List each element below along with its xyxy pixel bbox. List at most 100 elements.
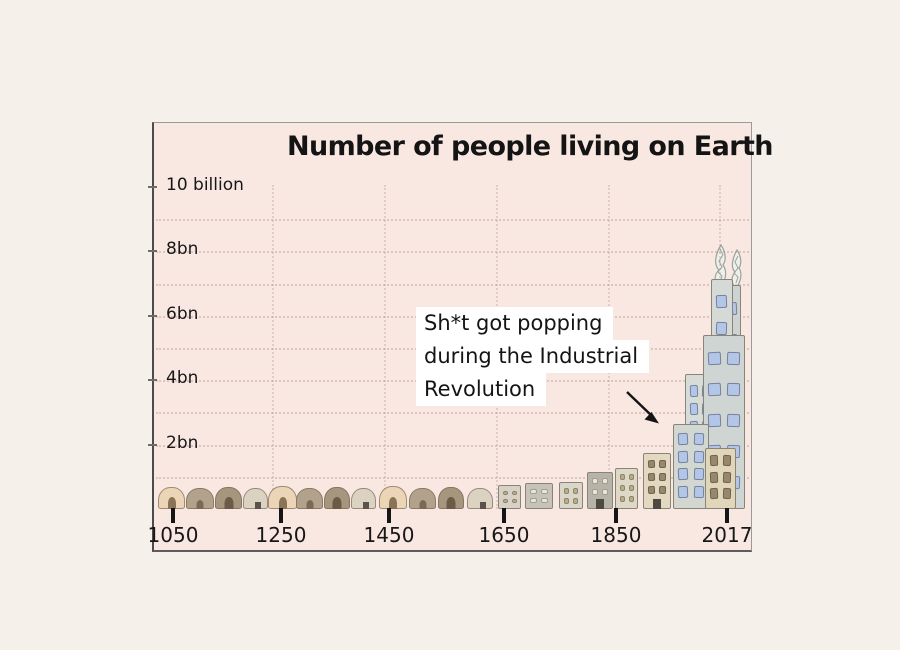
window-icon xyxy=(722,471,732,483)
building-windows xyxy=(591,477,609,496)
window-icon xyxy=(647,459,655,469)
building-windows xyxy=(529,488,549,504)
window-icon xyxy=(563,497,570,504)
hut-icon xyxy=(379,486,407,509)
window-icon xyxy=(572,487,579,494)
door-icon xyxy=(653,499,661,509)
window-icon xyxy=(502,498,508,504)
window-icon xyxy=(628,473,634,481)
door-icon xyxy=(167,497,176,509)
window-icon xyxy=(715,295,729,309)
window-icon xyxy=(602,488,609,496)
building-icon xyxy=(673,424,709,509)
x-axis-label: 1250 xyxy=(255,523,307,547)
h-gridline xyxy=(156,444,749,447)
building-icon xyxy=(559,482,583,509)
window-icon xyxy=(511,490,517,496)
window-icon xyxy=(722,487,732,499)
h-gridline xyxy=(156,412,749,415)
window-icon xyxy=(619,473,625,481)
door-icon xyxy=(389,497,397,509)
window-icon xyxy=(591,477,598,485)
window-icon xyxy=(693,433,705,446)
y-axis-tick xyxy=(148,379,157,382)
window-icon xyxy=(647,472,655,482)
window-icon xyxy=(708,413,722,427)
y-axis-label: 2bn xyxy=(166,432,199,453)
door-icon xyxy=(332,497,342,509)
building-windows xyxy=(502,490,517,504)
y-axis-label: 10 billion xyxy=(166,175,244,195)
x-axis-label: 1650 xyxy=(478,523,530,547)
door-icon xyxy=(306,500,313,509)
window-icon xyxy=(709,471,719,483)
window-icon xyxy=(529,488,537,494)
hut-icon xyxy=(467,488,493,509)
window-icon xyxy=(563,487,570,494)
window-icon xyxy=(708,351,722,365)
building-icon xyxy=(643,453,671,509)
window-icon xyxy=(628,484,634,492)
window-icon xyxy=(511,498,517,504)
building-icon xyxy=(615,468,638,509)
smoke-scribbles-icon xyxy=(714,243,742,288)
window-icon xyxy=(677,433,689,446)
window-icon xyxy=(716,322,728,336)
hut-icon xyxy=(409,488,436,509)
window-icon xyxy=(659,472,667,482)
window-icon xyxy=(572,497,579,504)
building-icon xyxy=(705,448,736,509)
door-icon xyxy=(446,497,456,509)
window-icon xyxy=(659,459,667,469)
window-icon xyxy=(693,450,705,463)
window-icon xyxy=(693,485,705,498)
building-icon xyxy=(587,472,613,509)
window-icon xyxy=(693,468,705,481)
y-axis-label: 6bn xyxy=(166,303,199,324)
hut-icon xyxy=(268,486,297,509)
window-icon xyxy=(709,487,719,499)
chart-title: Number of people living on Earth xyxy=(287,131,773,162)
window-icon xyxy=(677,485,689,498)
annotation-line: Sh*t got popping xyxy=(416,307,614,340)
building-windows xyxy=(709,454,732,500)
window-icon xyxy=(502,490,508,496)
x-axis-tick xyxy=(725,508,729,523)
v-gridline xyxy=(272,185,274,509)
window-icon xyxy=(619,484,625,492)
h-gridline xyxy=(156,219,749,222)
h-gridline xyxy=(156,251,749,254)
annotation-line: Revolution xyxy=(416,373,547,406)
door-icon xyxy=(419,500,426,509)
window-icon xyxy=(529,498,537,504)
building-windows xyxy=(647,459,667,495)
window-icon xyxy=(726,382,740,396)
building-icon xyxy=(525,483,553,509)
hut-icon xyxy=(324,487,350,509)
window-icon xyxy=(659,485,667,495)
hut-icon xyxy=(351,488,376,509)
y-axis-tick xyxy=(148,250,157,253)
door-icon xyxy=(255,502,262,509)
window-icon xyxy=(541,498,549,504)
window-icon xyxy=(689,384,698,397)
building-windows xyxy=(619,473,634,503)
x-axis-tick xyxy=(279,508,283,523)
annotation-line: during the Industrial xyxy=(416,340,650,373)
x-axis-tick xyxy=(387,508,391,523)
window-icon xyxy=(647,485,655,495)
h-gridline xyxy=(156,476,749,479)
x-axis-label: 2017 xyxy=(701,523,753,547)
door-icon xyxy=(196,500,204,509)
y-axis-label: 8bn xyxy=(166,239,199,260)
window-icon xyxy=(726,351,740,365)
window-icon xyxy=(541,488,549,494)
hut-icon xyxy=(296,488,323,509)
door-icon xyxy=(596,499,604,509)
x-axis-tick xyxy=(614,508,618,523)
window-icon xyxy=(602,477,609,485)
building-windows xyxy=(677,432,705,499)
hut-icon xyxy=(243,488,268,509)
hut-icon xyxy=(186,488,214,509)
